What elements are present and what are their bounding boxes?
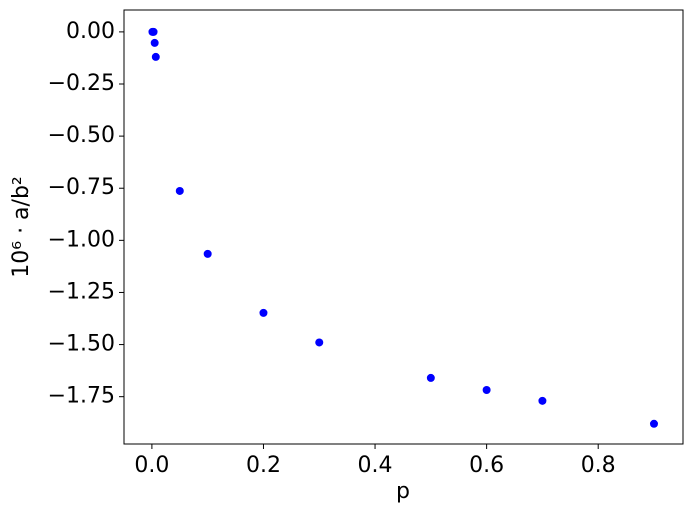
x-tick-label: 0.4 xyxy=(358,453,393,478)
y-tick-label: −1.00 xyxy=(48,227,115,252)
point xyxy=(175,186,184,195)
x-tick-label: 0.2 xyxy=(246,453,281,478)
y-tick-label: −1.50 xyxy=(48,332,115,357)
point xyxy=(315,338,324,347)
y-tick-label: −0.50 xyxy=(48,123,115,148)
y-tick-label: −1.25 xyxy=(48,279,115,304)
point xyxy=(649,419,658,428)
point xyxy=(259,308,268,317)
y-tick-label: −0.75 xyxy=(48,175,115,200)
y-axis-label: 10⁶ · a/b² xyxy=(9,176,34,277)
x-tick-label: 0.6 xyxy=(469,453,504,478)
point xyxy=(426,373,435,382)
plot-frame xyxy=(123,9,684,445)
point xyxy=(151,52,160,61)
x-axis-label: p xyxy=(396,479,410,504)
y-tick-label: 0.00 xyxy=(66,19,115,44)
point xyxy=(149,27,158,36)
point xyxy=(538,396,547,405)
point xyxy=(482,386,491,395)
x-tick-label: 0.8 xyxy=(581,453,616,478)
point xyxy=(150,38,159,47)
point xyxy=(203,249,212,258)
y-tick-label: −0.25 xyxy=(48,71,115,96)
x-tick-label: 0.0 xyxy=(134,453,169,478)
y-tick-label: −1.75 xyxy=(48,384,115,409)
